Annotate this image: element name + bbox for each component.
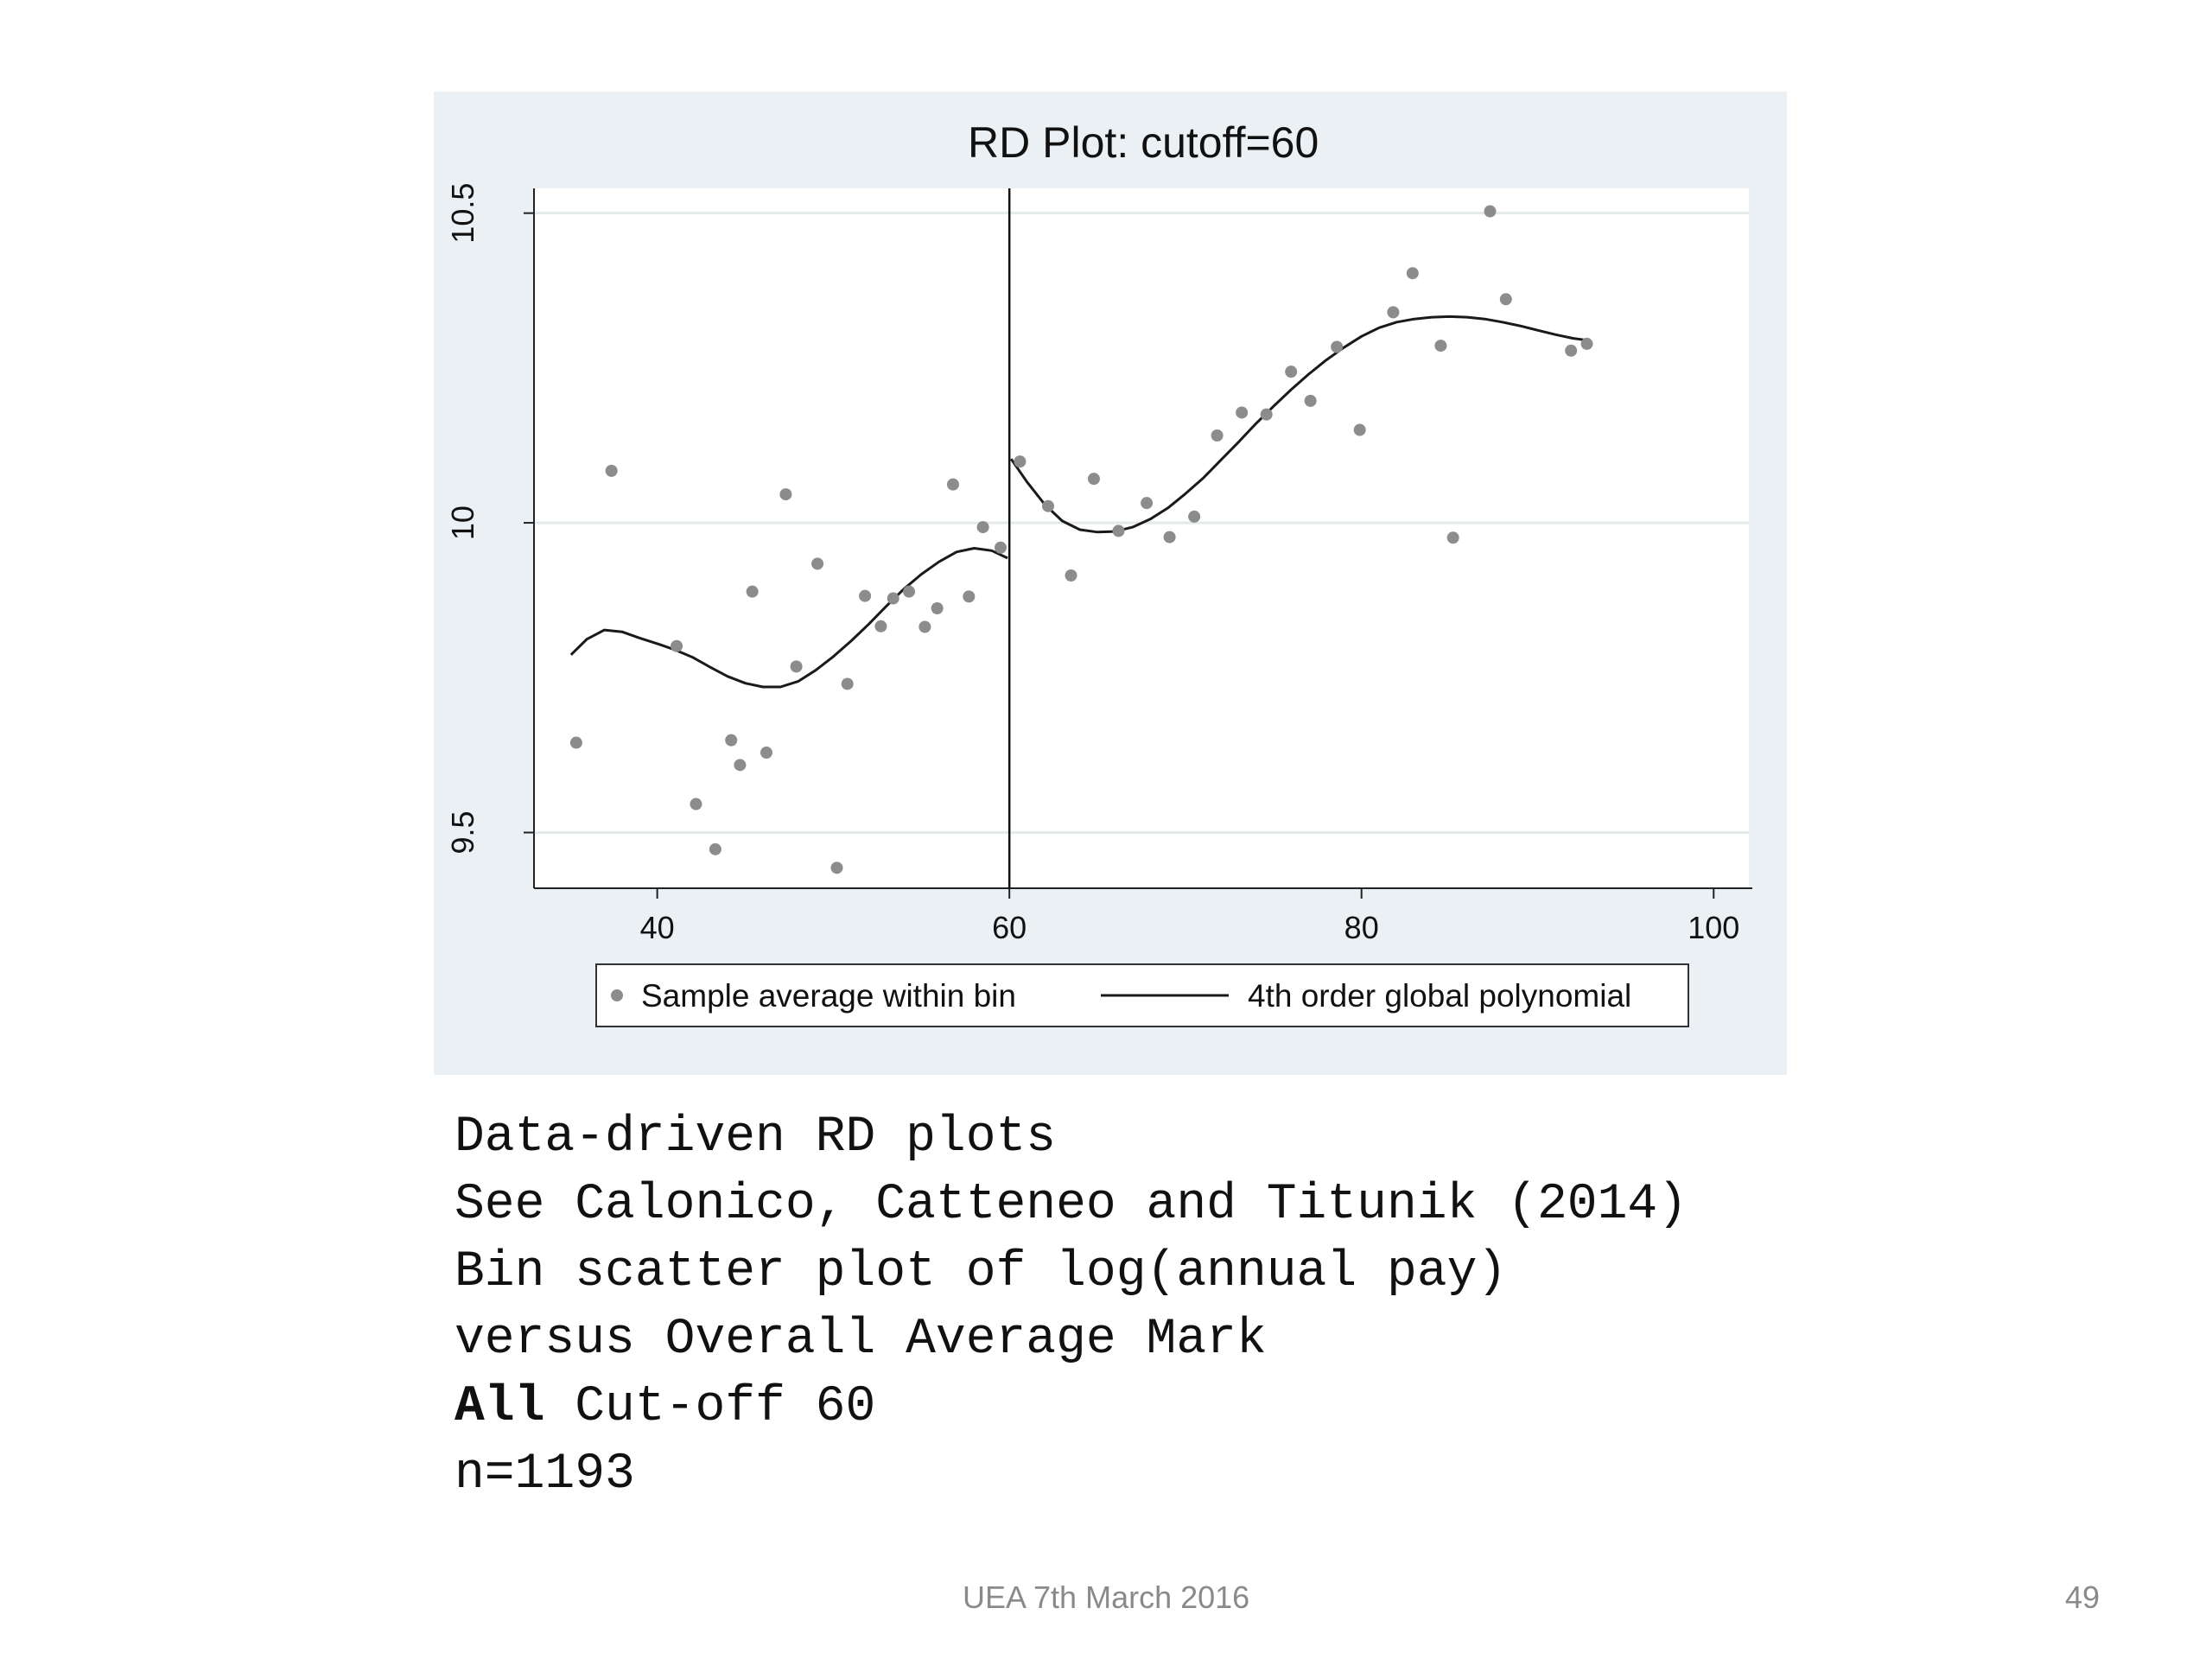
bin-average-point xyxy=(671,639,683,652)
y-tick-label: 10.5 xyxy=(445,183,480,244)
bin-average-point xyxy=(1065,569,1077,582)
bin-average-point xyxy=(859,589,872,602)
bin-average-point xyxy=(1211,429,1224,442)
bin-average-point xyxy=(1304,394,1317,407)
bin-average-point xyxy=(779,488,792,501)
bin-average-point xyxy=(841,677,854,690)
page-number: 49 xyxy=(2065,1580,2101,1615)
polynomial-fit-line xyxy=(1009,315,1591,534)
bin-average-point xyxy=(1484,205,1497,218)
y-tick-label: 9.5 xyxy=(445,810,480,854)
bin-average-point xyxy=(1112,524,1125,537)
bin-average-point xyxy=(725,734,738,747)
bin-average-point xyxy=(1285,365,1298,378)
plot-area xyxy=(534,188,1749,888)
bin-average-point xyxy=(790,660,803,673)
bin-average-point xyxy=(1236,406,1249,419)
bin-average-point xyxy=(887,592,899,605)
bin-average-point xyxy=(811,557,824,570)
bin-average-point xyxy=(746,585,759,598)
bin-average-point xyxy=(1353,423,1366,436)
slide-caption: Data-driven RD plots See Calonico, Catte… xyxy=(454,1104,2165,1509)
footer-date: UEA 7th March 2016 xyxy=(963,1580,1250,1615)
bin-average-point xyxy=(830,861,843,874)
bin-average-point xyxy=(734,759,747,772)
x-tick-label: 100 xyxy=(1688,910,1739,945)
bin-average-point xyxy=(1014,455,1027,468)
bin-average-point xyxy=(903,585,916,598)
bin-average-point xyxy=(1331,340,1344,353)
bin-average-point xyxy=(1434,340,1447,353)
bin-average-point xyxy=(1446,531,1459,544)
bin-average-point xyxy=(1141,497,1154,510)
bin-average-point xyxy=(569,736,582,749)
caption-line-6: n=1193 xyxy=(454,1446,635,1503)
bin-average-point xyxy=(605,464,618,477)
bin-average-point xyxy=(874,620,887,632)
caption-line-5-rest: Cut-off 60 xyxy=(544,1379,876,1435)
bin-average-point xyxy=(946,478,959,491)
bin-average-point xyxy=(1406,267,1419,280)
bin-average-point xyxy=(918,620,931,633)
caption-bold-word: All xyxy=(454,1379,545,1435)
y-tick-label: 10 xyxy=(445,505,480,540)
x-tick-label: 40 xyxy=(640,910,675,945)
x-tick-label: 80 xyxy=(1344,910,1379,945)
bin-average-point xyxy=(963,590,976,603)
bin-average-point xyxy=(1499,293,1512,306)
caption-line-2: See Calonico, Catteneo and Titunik (2014… xyxy=(454,1177,1688,1233)
bin-average-point xyxy=(1565,344,1578,357)
bin-average-point xyxy=(1163,531,1176,543)
bin-average-point xyxy=(976,521,989,534)
bin-average-point xyxy=(1387,306,1400,319)
x-tick-label: 60 xyxy=(992,910,1027,945)
bin-average-point xyxy=(994,541,1007,554)
chart-title: RD Plot: cutoff=60 xyxy=(968,118,1319,167)
rd-plot-chart: 40 60 80 100 9.5 10 10.5 RD Plot: cutoff=60 Samp… xyxy=(445,118,1752,1027)
bin-average-point xyxy=(1260,408,1273,421)
bin-average-point xyxy=(931,602,944,614)
bin-average-point xyxy=(1087,473,1100,486)
legend-point-marker xyxy=(611,989,623,1001)
caption-line-5: All Cut-off 60 xyxy=(454,1374,2165,1441)
legend-label: Sample average within bin xyxy=(641,978,1016,1014)
legend-label: 4th order global polynomial xyxy=(1248,978,1631,1014)
caption-line-1: Data-driven RD plots xyxy=(454,1109,1057,1166)
bin-average-point xyxy=(1188,510,1201,523)
bin-average-point xyxy=(1042,499,1055,512)
caption-line-3: Bin scatter plot of log(annual pay) xyxy=(454,1244,1508,1300)
bin-average-point xyxy=(760,747,772,760)
polynomial-fit-line xyxy=(569,547,1008,689)
caption-line-4: versus Overall Average Mark xyxy=(454,1312,1267,1368)
bin-average-point xyxy=(709,842,721,855)
bin-average-point xyxy=(690,798,702,810)
bin-average-point xyxy=(1580,337,1593,350)
chart-panel: 40 60 80 100 9.5 10 10.5 RD Plot: cutoff=60 Samp… xyxy=(434,92,1787,1075)
